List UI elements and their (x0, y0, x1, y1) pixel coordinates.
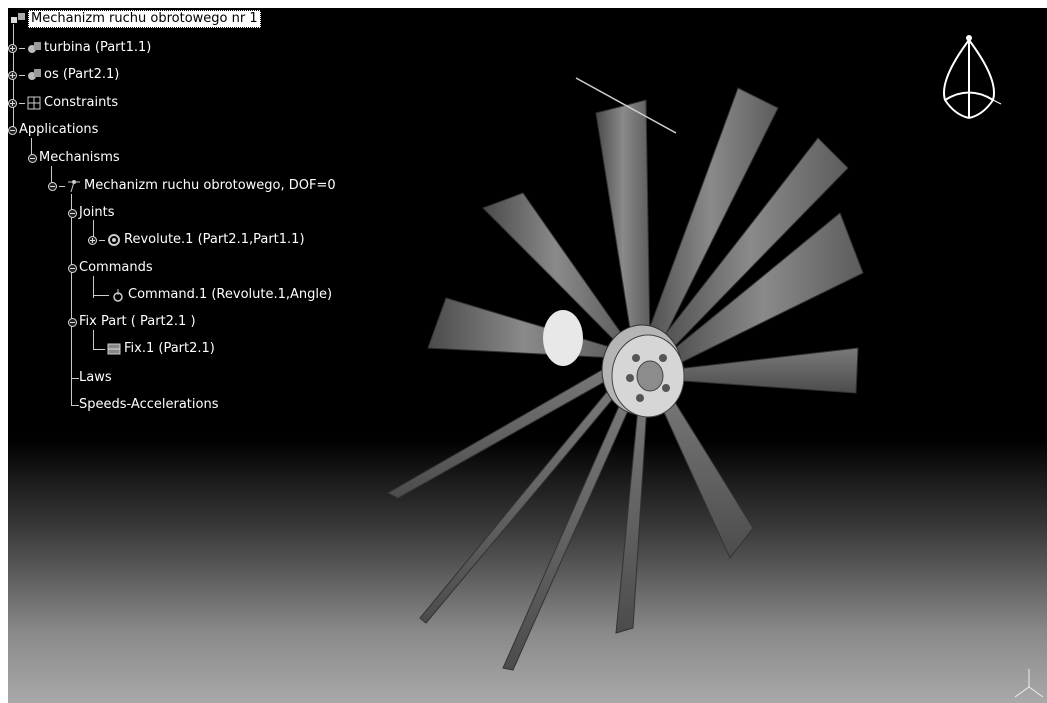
tree-item-label: Speeds-Accelerations (79, 397, 219, 412)
tree-root-label: Mechanizm ruchu obrotowego nr 1 (28, 10, 261, 28)
tree-item-speeds[interactable]: Speeds-Accelerations (79, 395, 218, 415)
tree-item-mechanism[interactable]: Mechanizm ruchu obrotowego, DOF=0 (48, 176, 336, 196)
mechanism-icon (66, 178, 82, 194)
3d-viewport[interactable]: Mechanizm ruchu obrotowego nr 1 turbina … (8, 8, 1047, 703)
collapse-icon[interactable] (8, 125, 17, 135)
tree-root[interactable]: Mechanizm ruchu obrotowego nr 1 (10, 9, 261, 29)
collapse-icon[interactable] (68, 317, 77, 327)
tree-item-fix-part[interactable]: Fix Part ( Part2.1 ) (68, 312, 196, 332)
tree-item-fix[interactable]: Fix.1 (Part2.1) (93, 339, 215, 359)
axis-triad-icon (1014, 669, 1044, 698)
collapse-icon[interactable] (68, 263, 77, 273)
collapse-icon[interactable] (68, 208, 77, 218)
tree-item-label: Revolute.1 (Part2.1,Part1.1) (124, 232, 305, 247)
tree-item-label: Mechanizm ruchu obrotowego, DOF=0 (84, 178, 336, 193)
revolute-joint-icon (106, 232, 122, 248)
expand-icon[interactable] (88, 235, 97, 245)
tree-item-label: Constraints (44, 95, 119, 110)
tree-item-joints[interactable]: Joints (68, 203, 115, 223)
collapse-icon[interactable] (48, 181, 57, 191)
tree-item-laws[interactable]: Laws (79, 368, 112, 388)
compass-icon[interactable] (925, 30, 1005, 130)
part-gear-icon (26, 40, 42, 56)
command-icon (110, 287, 126, 303)
tree-item-label: Fix Part ( Part2.1 ) (79, 314, 196, 329)
tree-item-revolute[interactable]: Revolute.1 (Part2.1,Part1.1) (88, 230, 305, 250)
tree-item-label: Applications (19, 122, 99, 137)
part-gear-icon (26, 67, 42, 83)
expand-icon[interactable] (8, 43, 17, 53)
tree-item-constraints[interactable]: Constraints (8, 93, 118, 113)
hub (601, 324, 685, 418)
expand-icon[interactable] (8, 98, 17, 108)
tree-item-applications[interactable]: Applications (8, 120, 98, 140)
tree-item-turbina[interactable]: turbina (Part1.1) (8, 38, 151, 58)
assembly-icon (10, 11, 26, 27)
tree-item-label: Laws (79, 370, 112, 385)
tree-item-label: Fix.1 (Part2.1) (124, 341, 215, 356)
tree-item-label: Mechanisms (39, 150, 120, 165)
tree-item-commands[interactable]: Commands (68, 258, 153, 278)
tree-item-command[interactable]: Command.1 (Revolute.1,Angle) (93, 285, 332, 305)
constraints-icon (26, 95, 42, 111)
tree-item-label: os (Part2.1) (44, 67, 120, 82)
tree-item-label: Joints (79, 205, 115, 220)
fix-icon (106, 341, 122, 357)
expand-icon[interactable] (8, 70, 17, 80)
tree-item-label: Commands (79, 260, 153, 275)
collapse-icon[interactable] (28, 153, 37, 163)
tree-item-os[interactable]: os (Part2.1) (8, 65, 119, 85)
tree-item-label: turbina (Part1.1) (44, 40, 152, 55)
tree-item-label: Command.1 (Revolute.1,Angle) (128, 287, 333, 302)
specification-tree: Mechanizm ruchu obrotowego nr 1 turbina … (8, 8, 428, 428)
turbine-model[interactable] (358, 58, 918, 698)
tree-item-mechanisms[interactable]: Mechanisms (28, 148, 120, 168)
